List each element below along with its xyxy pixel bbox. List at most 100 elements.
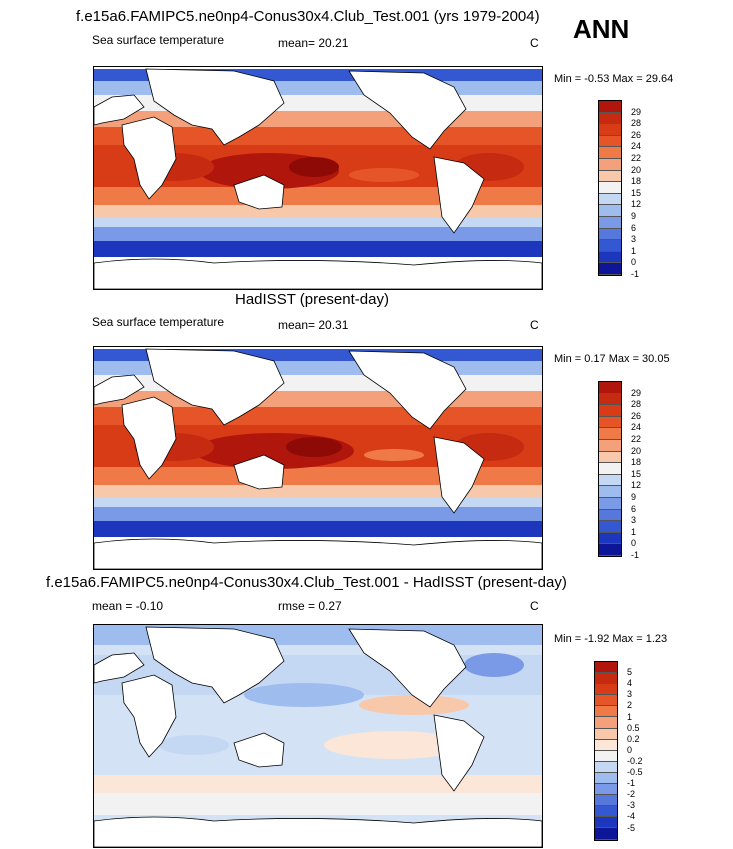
colorbar-tick-label: 18 — [631, 176, 642, 187]
colorbar-tick-label: 6 — [631, 222, 637, 233]
colorbar-swatch — [599, 112, 621, 125]
colorbar-swatch — [595, 806, 617, 818]
colorbar-tick-label: 4 — [627, 678, 633, 689]
colorbar-tick-label: 0 — [631, 538, 637, 549]
colorbar-tick-label: 20 — [631, 445, 642, 456]
colorbar-swatch — [599, 263, 621, 275]
panel-3-colorbar: 5 4 3 2 1 0.5 0.2 0 -0.2 -0.5 -1 -2 -3 -4 -5 — [594, 661, 643, 841]
panel-1-colorbar: 29 28 26 24 22 20 18 15 12 9 6 3 1 0 -1 — [598, 100, 641, 279]
panel-1-units: C — [530, 36, 539, 50]
panel-3-map — [93, 624, 543, 848]
colorbar-tick-label: -4 — [627, 811, 636, 822]
colorbar-swatch — [595, 728, 617, 740]
panel-1-minmax: Min = -0.53 Max = 29.64 — [554, 73, 674, 85]
colorbar-tick-label: 9 — [631, 492, 637, 502]
colorbar-swatch — [595, 739, 617, 751]
colorbar-tick-label: -1 — [627, 778, 636, 789]
colorbar-tick-label: 26 — [631, 410, 642, 421]
colorbar-tick-label: 24 — [631, 422, 642, 433]
colorbar-swatch — [595, 717, 617, 729]
colorbar-swatch — [599, 416, 621, 429]
colorbar-swatch — [599, 240, 621, 252]
panel-2-variable-label: Sea surface temperature — [92, 315, 225, 329]
colorbar-tick-label: 1 — [631, 526, 637, 537]
colorbar-tick-label: 20 — [631, 164, 642, 175]
colorbar-swatch — [599, 158, 621, 171]
panel-1-mean-label: mean= 20.21 — [278, 36, 349, 50]
colorbar-swatch — [599, 521, 621, 533]
colorbar-tick-label: 9 — [631, 211, 637, 221]
colorbar-swatch — [599, 439, 621, 452]
colorbar-swatch — [599, 101, 621, 113]
colorbar-tick-label: 6 — [631, 503, 637, 514]
colorbar-swatch — [599, 497, 621, 510]
panel-3-minmax: Min = -1.92 Max = 1.23 — [554, 633, 668, 645]
panel-1-variable-label: Sea surface temperature — [92, 33, 225, 47]
colorbar-swatch — [595, 817, 617, 829]
colorbar-tick-label: -2 — [627, 789, 636, 800]
colorbar-swatch — [599, 405, 621, 417]
colorbar-swatch — [595, 784, 617, 796]
colorbar-tick-label: 2 — [627, 700, 633, 711]
colorbar-tick-label: 0 — [627, 744, 633, 755]
colorbar-swatch — [595, 673, 617, 685]
colorbar-tick-label: 28 — [631, 399, 642, 410]
panel-2-mean-label: mean= 20.31 — [278, 318, 349, 332]
colorbar-swatch — [599, 509, 621, 522]
panel-2-colorbar: 29 28 26 24 22 20 18 15 12 9 6 3 1 0 -1 — [598, 381, 641, 560]
colorbar-tick-label: -3 — [627, 800, 636, 811]
colorbar-tick-label: 29 — [631, 106, 642, 117]
colorbar-swatch — [595, 772, 617, 785]
colorbar-tick-label: 29 — [631, 387, 642, 398]
colorbar-swatch — [595, 795, 617, 807]
colorbar-tick-label: 5 — [627, 667, 633, 678]
colorbar-tick-label: 24 — [631, 141, 642, 152]
colorbar-swatch — [599, 382, 621, 394]
colorbar-tick-label: 3 — [631, 234, 637, 245]
colorbar-swatch — [599, 193, 621, 206]
colorbar-tick-label: 15 — [631, 187, 642, 198]
colorbar-swatch — [599, 532, 621, 545]
colorbar-tick-label: 0.5 — [627, 722, 640, 733]
panel-3-title: f.e15a6.FAMIPC5.ne0np4-Conus30x4.Club_Te… — [46, 574, 567, 591]
colorbar-tick-label: 15 — [631, 468, 642, 479]
colorbar-tick-label: -1 — [631, 269, 640, 279]
colorbar-tick-label: 0.2 — [627, 733, 640, 744]
colorbar-swatch — [595, 695, 617, 707]
colorbar-swatch — [595, 684, 617, 696]
colorbar-tick-label: -1 — [631, 550, 640, 560]
colorbar-swatch — [599, 428, 621, 440]
colorbar-tick-label: 22 — [631, 434, 642, 444]
colorbar-swatch — [599, 147, 621, 159]
panel-1-map — [93, 66, 543, 290]
colorbar-swatch — [595, 750, 617, 762]
colorbar-tick-label: 0 — [631, 257, 637, 268]
colorbar-tick-label: 18 — [631, 457, 642, 468]
panel-3-mean-label: mean = -0.10 — [92, 599, 164, 613]
colorbar-tick-label: 12 — [631, 199, 642, 210]
colorbar-tick-label: -0.5 — [627, 767, 643, 777]
colorbar-swatch — [595, 706, 617, 718]
panel-2-map — [93, 346, 543, 570]
season-label: ANN — [573, 14, 630, 44]
colorbar-swatch — [595, 761, 617, 773]
colorbar-tick-label: 1 — [631, 245, 637, 256]
panel-3-rmse-label: rmse = 0.27 — [278, 599, 342, 613]
panel-2-units: C — [530, 318, 539, 332]
colorbar-swatch — [599, 124, 621, 136]
colorbar-swatch — [599, 170, 621, 183]
colorbar-swatch — [599, 393, 621, 406]
colorbar-swatch — [595, 828, 617, 840]
colorbar-swatch — [599, 251, 621, 264]
panel-2-title: HadISST (present-day) — [235, 291, 389, 308]
colorbar-swatch — [599, 474, 621, 487]
colorbar-swatch — [599, 486, 621, 498]
colorbar-swatch — [599, 216, 621, 229]
colorbar-swatch — [599, 463, 621, 475]
panel-2-minmax: Min = 0.17 Max = 30.05 — [554, 353, 670, 365]
panel-1-title: f.e15a6.FAMIPC5.ne0np4-Conus30x4.Club_Te… — [76, 8, 540, 25]
colorbar-swatch — [599, 205, 621, 217]
colorbar-tick-label: 22 — [631, 153, 642, 163]
colorbar-tick-label: 12 — [631, 480, 642, 491]
colorbar-swatch — [595, 662, 617, 674]
